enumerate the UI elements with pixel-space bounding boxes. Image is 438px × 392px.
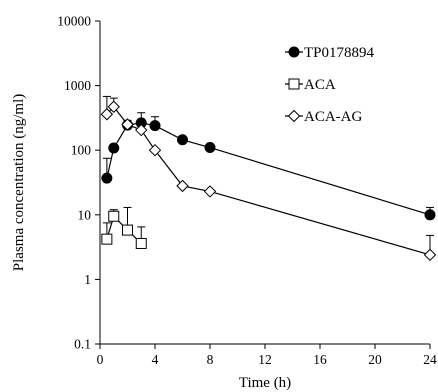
aca-legend-label: ACA (304, 77, 336, 93)
y-tick-label: 1 (84, 272, 91, 287)
tp0178894-legend-label: TP0178894 (304, 45, 375, 61)
y-tick-label: 1000 (64, 78, 91, 93)
tp0178894-point (424, 209, 436, 221)
aca-ag-point (135, 123, 148, 137)
tp0178894-point (101, 172, 113, 184)
x-tick-label: 4 (152, 352, 159, 367)
aca-point (122, 224, 133, 236)
x-tick-label: 0 (97, 352, 104, 367)
aca-ag-legend-marker (287, 109, 301, 123)
x-ticks: 0 4 8 12 16 20 24 (97, 344, 437, 367)
aca-point (101, 233, 113, 245)
x-tick-label: 24 (423, 352, 437, 367)
aca-legend-marker (288, 78, 300, 90)
aca-point (135, 237, 147, 249)
tp0178894-point (108, 142, 120, 154)
series-markers (100, 100, 437, 262)
aca-ag-point (121, 118, 134, 131)
aca-ag-point (107, 100, 120, 113)
y-axis-label: Plasma concentration (ng/ml) (11, 94, 27, 271)
axes: 0.1 1 10 100 1000 10000 0 4 8 12 16 20 24 (57, 14, 437, 368)
tp0178894-point (204, 142, 216, 154)
x-tick-label: 12 (258, 352, 272, 367)
tp0178894-legend-marker (288, 46, 300, 58)
error-bars (102, 95, 434, 255)
legend: TP0178894 ACA ACA-AG (285, 45, 375, 125)
aca-ag-point (423, 248, 437, 262)
x-tick-label: 20 (368, 352, 382, 367)
tp0178894-line (106, 122, 431, 216)
aca-ag-point (148, 143, 162, 157)
y-tick-label: 10 (78, 207, 92, 222)
x-tick-label: 8 (207, 352, 214, 367)
x-axis-label: Time (h) (239, 375, 291, 391)
aca-ag-point (203, 185, 217, 198)
y-tick-label: 100 (71, 143, 92, 158)
aca-line (106, 215, 142, 244)
y-tick-label: 10000 (57, 14, 91, 29)
y-tick-label: 0.1 (74, 337, 91, 352)
tp0178894-point (177, 134, 188, 146)
aca-point (108, 210, 120, 222)
aca-ag-legend-label: ACA-AG (304, 109, 362, 125)
tp0178894-point (149, 120, 161, 132)
x-tick-label: 16 (313, 352, 327, 367)
aca-ag-point (176, 179, 189, 193)
y-ticks: 0.1 1 10 100 1000 10000 (57, 14, 100, 352)
aca-ag-point (100, 108, 114, 121)
